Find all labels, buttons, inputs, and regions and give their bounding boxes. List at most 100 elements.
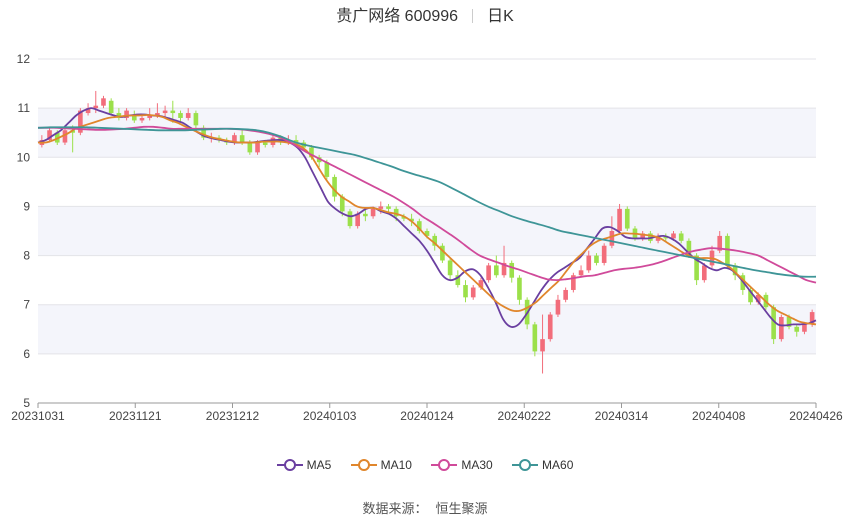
candle-body [355, 213, 360, 227]
candle [501, 245, 507, 278]
legend-ma5[interactable]: MA5 [276, 458, 332, 472]
candle [401, 213, 407, 222]
candle-body [70, 130, 75, 133]
candle-body [162, 110, 168, 114]
candle-body [108, 100, 114, 114]
candle-body [401, 216, 407, 219]
candle-body [386, 206, 391, 209]
candle-body [178, 113, 183, 118]
candle [555, 294, 561, 317]
candle-body [124, 110, 129, 118]
legend-ma30-label: MA30 [461, 458, 493, 472]
candle-body [247, 142, 253, 153]
candle [517, 275, 522, 305]
x-tick-label: 20231121 [109, 409, 162, 423]
candle-body [324, 162, 330, 177]
candle-body [193, 113, 199, 126]
candle [162, 105, 168, 118]
candle-body [771, 307, 776, 340]
candle-body [432, 235, 438, 246]
candle [532, 321, 538, 357]
ma60-line [37, 126, 817, 278]
candle-body [185, 113, 191, 118]
ma30-line [38, 125, 817, 284]
candle [131, 110, 137, 123]
candle-body [293, 140, 299, 143]
candle [347, 208, 353, 229]
candle-body [101, 98, 106, 106]
candle [116, 108, 122, 121]
candle-body [139, 117, 145, 121]
candle-body [509, 262, 515, 278]
candle [578, 265, 584, 278]
candle [185, 108, 191, 121]
legend-ma30[interactable]: MA30 [431, 458, 493, 472]
candle [124, 108, 129, 121]
candle [678, 231, 684, 244]
candle-body [309, 147, 314, 158]
candle-body [239, 135, 245, 143]
candle-body [532, 324, 538, 352]
period-label[interactable]: 日K [487, 8, 514, 25]
candle-body [93, 105, 99, 109]
candle-body [409, 218, 414, 222]
title-divider [472, 9, 474, 23]
data-source: 数据来源： 恒生聚源 [0, 498, 850, 517]
legend-ma10-marker [350, 459, 377, 471]
legend-ma10[interactable]: MA10 [350, 458, 412, 472]
candle [455, 270, 461, 288]
candle [509, 260, 515, 283]
candle-body [332, 176, 337, 197]
candle-body [732, 265, 738, 276]
candle [494, 255, 499, 278]
candle-body [601, 245, 607, 263]
legend-ma5-label: MA5 [306, 458, 332, 472]
legend-ma30-marker [431, 459, 458, 471]
candle-body [201, 127, 206, 138]
y-tick-label: 9 [23, 199, 30, 213]
legend-ma60[interactable]: MA60 [512, 458, 573, 472]
candle [447, 258, 453, 281]
candle [617, 203, 622, 234]
candle-body [486, 265, 491, 281]
candle-body [586, 255, 592, 271]
candle-body [447, 260, 453, 276]
y-tick-label: 11 [18, 101, 31, 115]
x-tick-label: 20240408 [692, 409, 746, 423]
candle-body [147, 115, 153, 118]
candle [594, 253, 599, 266]
y-tick-label: 7 [23, 298, 30, 312]
candle-body [378, 206, 384, 209]
y-tick-label: 12 [17, 52, 31, 66]
candle-body [62, 130, 68, 143]
candle-body [85, 108, 91, 114]
candle-body [594, 255, 599, 263]
candle [563, 287, 568, 303]
candle-body [47, 130, 52, 141]
x-tick-label: 20240314 [595, 409, 649, 423]
x-tick-label: 20240222 [498, 409, 552, 423]
candle-body [755, 294, 761, 303]
candle [316, 154, 322, 168]
candle-body [640, 233, 645, 239]
legend: MA5 MA10 MA30 MA60 [0, 458, 850, 475]
candle [624, 206, 630, 231]
candle-body [571, 275, 576, 290]
candle [108, 98, 114, 116]
candle-body [424, 231, 430, 236]
candle [47, 127, 52, 143]
y-tick-label: 5 [23, 396, 30, 410]
y-tick-label: 10 [17, 150, 31, 164]
data-source-label: 数据来源： [362, 501, 428, 516]
legend-ma60-label: MA60 [542, 458, 574, 472]
candle-body [316, 157, 322, 163]
x-tick-label: 20240426 [789, 409, 843, 423]
candle-body [748, 289, 753, 303]
candle-body [779, 317, 784, 340]
grid-band [38, 304, 816, 354]
candle [332, 174, 337, 202]
legend-ma60-marker [512, 459, 539, 471]
candle-body [155, 113, 160, 116]
candle-body [678, 233, 684, 241]
